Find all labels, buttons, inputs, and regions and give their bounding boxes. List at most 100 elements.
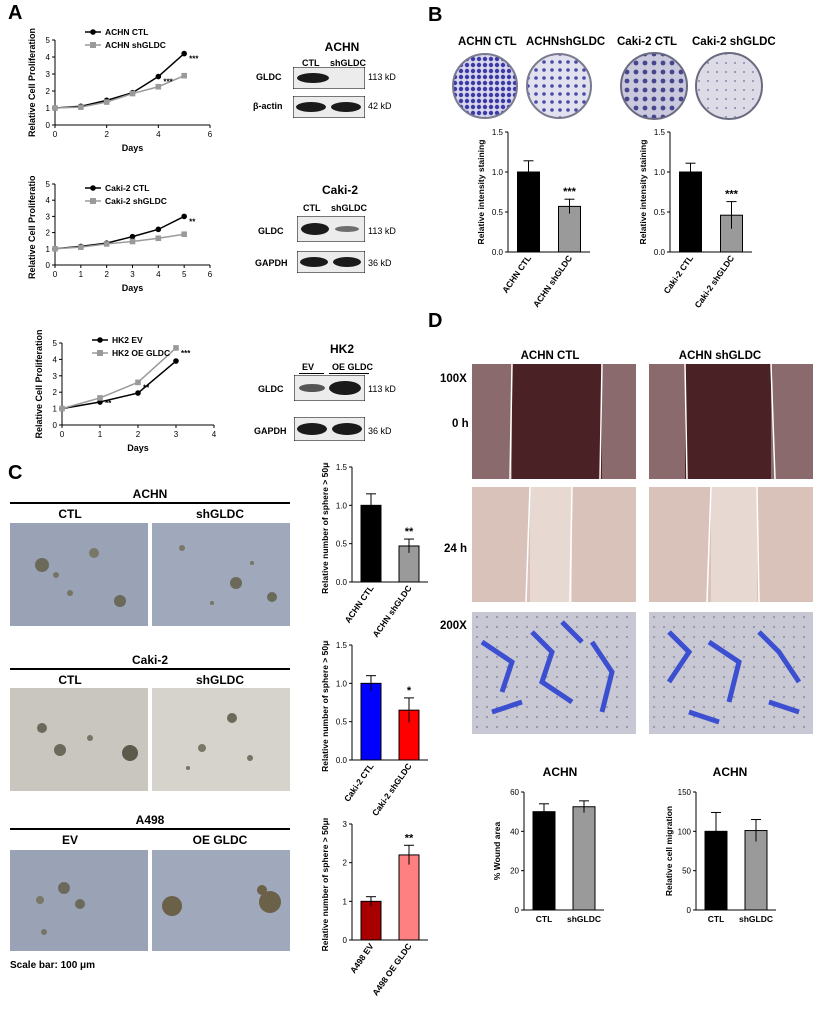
y-axis-label: Relative intensity staining (638, 140, 648, 245)
significance-marker: * (407, 685, 412, 697)
western-blot-hk2: HK2 EV OE GLDC GLDC 113 kD GAPDH 36 kD (250, 342, 420, 442)
y-tick-label: 1 (46, 245, 51, 254)
group-line (10, 668, 290, 670)
y-tick-label: 0 (343, 936, 348, 945)
data-point (135, 379, 141, 386)
significance-marker: ** (405, 832, 414, 844)
line-chart-caki2: 0 1 2 3 4 5 6 0 1 2 3 4 5 Days Relative Cell Prolifera… (27, 176, 213, 293)
group-title: ACHN (132, 487, 168, 501)
sphere-image-a498-oe-gldc (152, 850, 290, 951)
y-tick-label: 1.5 (336, 463, 348, 472)
panel-label-d: D (428, 310, 443, 332)
magnification-label: 100X (440, 373, 467, 385)
legend-label: ACHN shGLDC (105, 40, 166, 50)
x-tick-label: ACHN CTL (343, 583, 376, 624)
data-point (78, 244, 84, 250)
group-line (10, 828, 290, 830)
blot-row-label: GAPDH (254, 426, 287, 436)
significance-marker: *** (163, 78, 173, 87)
y-tick-label: 3 (46, 70, 51, 79)
y-tick-label: 100 (678, 827, 692, 836)
time-label: 0 h (452, 418, 469, 430)
dish-achn-shgldc (526, 53, 592, 119)
legend-marker (97, 337, 103, 343)
y-tick-label: 1.0 (492, 168, 504, 177)
significance-marker: ** (105, 399, 112, 408)
blot-title: HK2 (329, 342, 354, 356)
significance-marker: ** (189, 217, 196, 226)
significance-marker: ** (143, 383, 150, 392)
x-tick-label: A498 OE GLDC (370, 941, 413, 997)
x-tick-label: 0 (53, 130, 58, 139)
y-tick-label: 4 (53, 355, 58, 364)
scale-bar-label: Scale bar: 100 μm (10, 960, 96, 971)
x-tick-label: 6 (208, 270, 213, 279)
dish-label: Caki-2 CTL (617, 36, 678, 48)
legend-marker (97, 350, 103, 356)
sphere-image-achn-shgldc (152, 523, 290, 626)
x-tick-label: Caki-2 shGLDC (370, 761, 414, 817)
col-label: OE GLDC (192, 833, 248, 847)
legend-label: Caki-2 shGLDC (105, 196, 167, 206)
western-blot-caki2: Caki-2 CTL shGLDC GLDC 113 kD GAPDH 36 k… (250, 183, 420, 273)
x-tick-label: Caki-2 CTL (342, 761, 376, 803)
y-tick-label: 0.0 (336, 756, 348, 765)
line-chart-achn: 0 2 4 6 0 1 2 3 4 5 Days Relative Cell Proliferatio… (27, 27, 213, 153)
y-tick-label: 4 (46, 53, 51, 62)
y-tick-label: 20 (510, 867, 519, 876)
legend-label: HK2 EV (112, 335, 143, 345)
blot-row-label: β-actin (253, 101, 283, 111)
bar-chart-cell-migration: 0 50 100 150 Relative cell migration CTL shGLD… (664, 788, 776, 924)
x-tick-label: 4 (212, 430, 217, 439)
molecular-weight: 42 kD (368, 101, 392, 111)
bar-chart-achn-spheres: 0.0 0.5 1.0 1.5 Relative number of sphere > … (320, 462, 428, 639)
y-tick-label: 1.0 (654, 168, 666, 177)
y-axis-label: Relative Cell Proliferation (34, 329, 44, 438)
blot-strip-gapdh (297, 251, 365, 273)
y-tick-label: 5 (46, 180, 51, 189)
x-tick-label: 3 (130, 270, 135, 279)
x-tick-label: 2 (104, 130, 109, 139)
x-tick-label: shGLDC (567, 914, 601, 924)
bar (360, 682, 382, 761)
y-tick-label: 0 (53, 421, 58, 430)
x-tick-label: ACHN shGLDC (531, 253, 574, 309)
x-axis-label: Days (122, 143, 144, 153)
blot-row-label: GLDC (256, 72, 282, 82)
wound-image-ctl-24h (472, 487, 636, 602)
blot-lane-label: CTL (303, 203, 321, 213)
time-label: 24 h (444, 543, 468, 555)
blot-lane-label: shGLDC (331, 203, 367, 213)
y-tick-label: 0.5 (654, 208, 666, 217)
y-tick-label: 1.5 (492, 128, 504, 137)
y-tick-label: 0 (515, 906, 520, 915)
dish-achn-ctl (452, 53, 518, 119)
significance-marker: *** (563, 186, 577, 198)
blot-strip-gldc (293, 67, 365, 89)
wound-image-ctl-0h (472, 364, 636, 479)
data-point (97, 395, 103, 401)
data-point (155, 83, 162, 90)
colony-formation-dishes (452, 52, 763, 120)
sphere-image-achn-ctl (10, 523, 148, 626)
y-tick-label: 3 (343, 820, 348, 829)
legend-marker (90, 185, 96, 191)
data-point (103, 99, 110, 105)
col-label: shGLDC (196, 507, 244, 521)
blot-lane-label: CTL (302, 58, 320, 68)
y-tick-label: 2 (343, 859, 348, 868)
dish-label: Caki-2 shGLDC (692, 36, 776, 48)
data-point (129, 238, 136, 245)
sphere-image-a498-ev (10, 850, 148, 951)
series-line (54, 75, 185, 109)
blot-row-label: GLDC (258, 384, 284, 394)
y-tick-label: 150 (678, 788, 692, 797)
wound-image-shgldc-0h (649, 364, 813, 479)
transwell-image-ctl (472, 612, 636, 734)
blot-strip-actin (293, 96, 365, 118)
x-tick-label: shGLDC (739, 914, 773, 924)
x-tick-label: CTL (536, 914, 553, 924)
legend-label: Caki-2 CTL (105, 183, 149, 193)
y-tick-label: 0 (687, 906, 692, 915)
y-tick-label: 0.0 (654, 248, 666, 257)
